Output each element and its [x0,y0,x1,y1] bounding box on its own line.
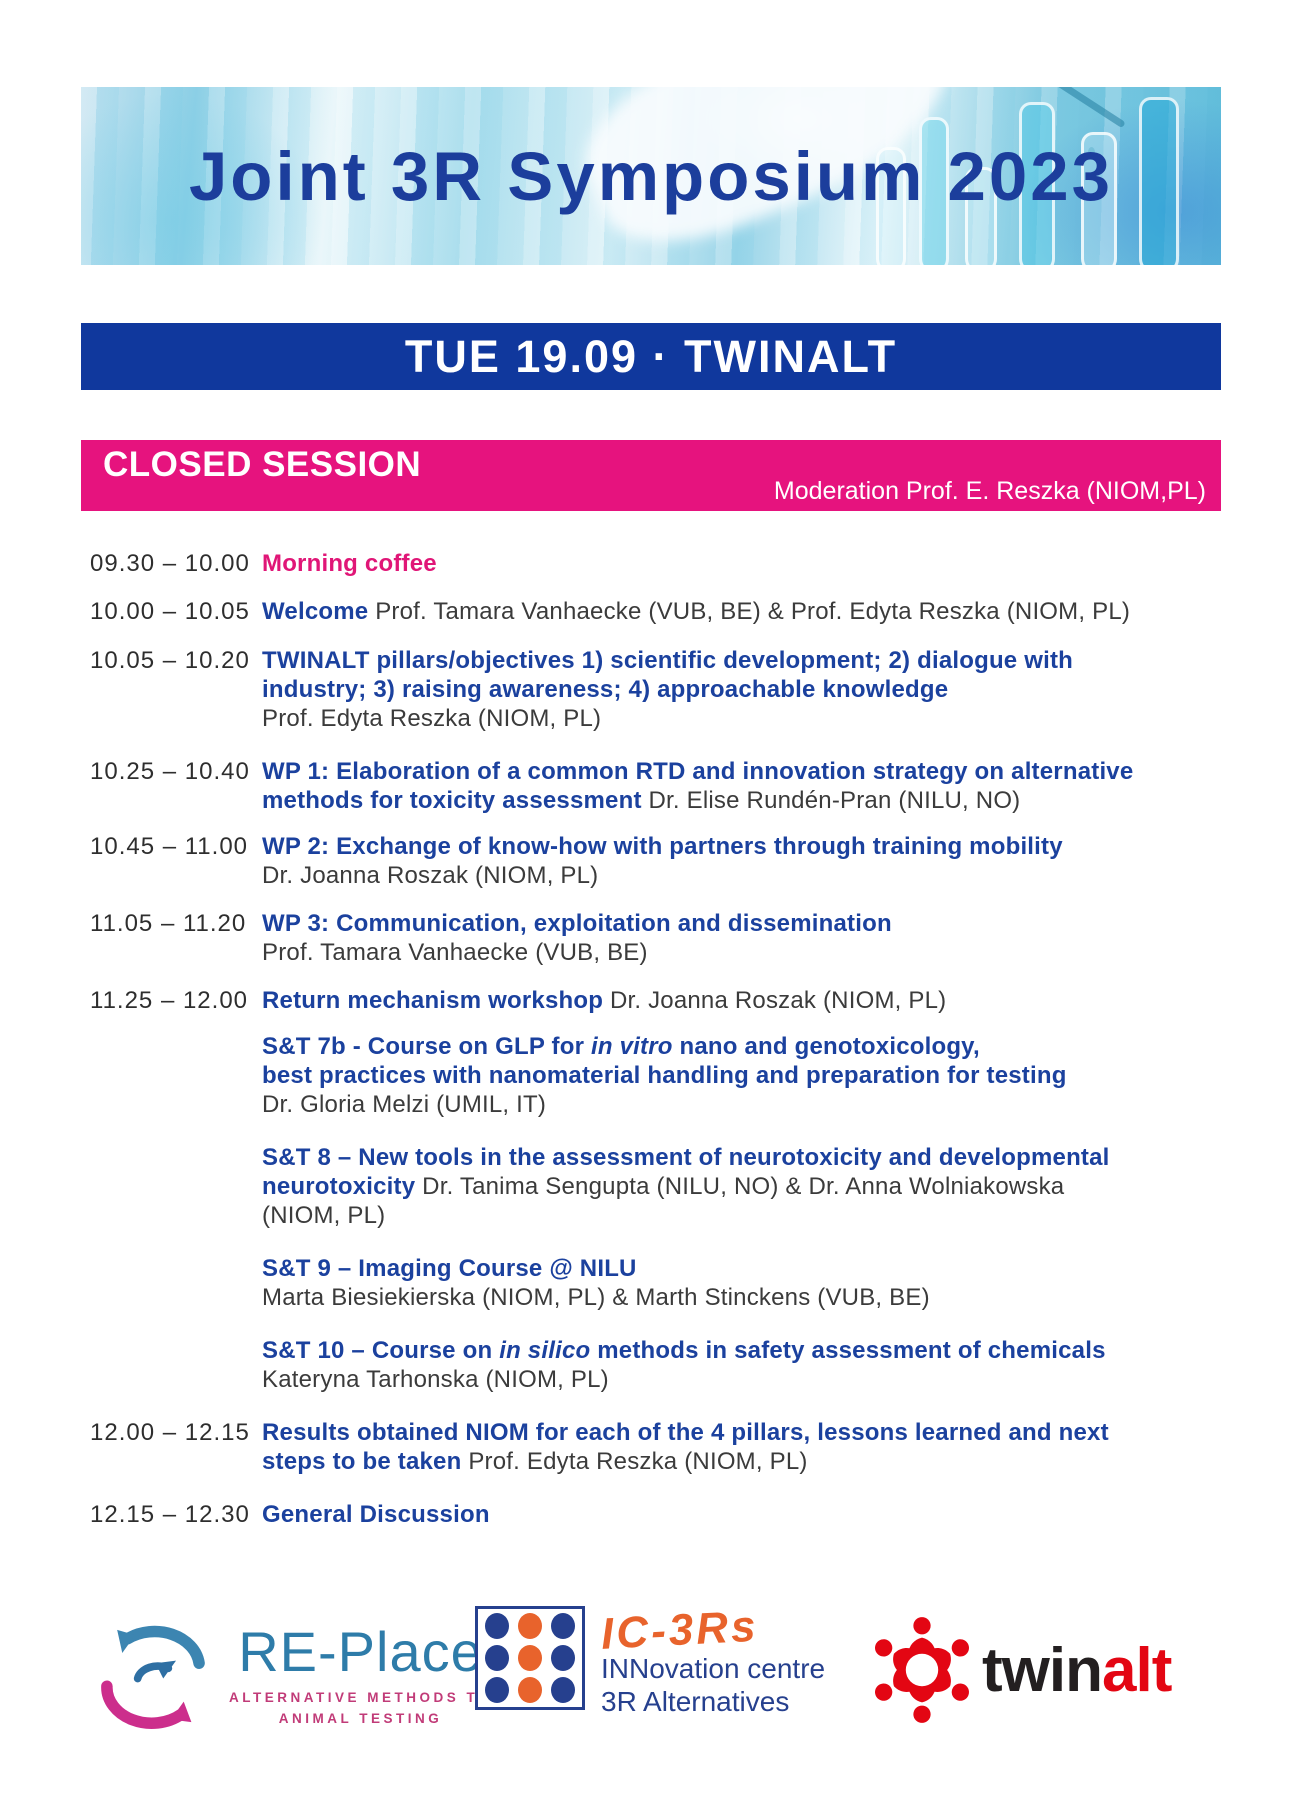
test-tube-shape [965,167,997,265]
test-tube-shape [876,147,906,265]
schedule-row: 11.05 – 11.20 WP 3: Communication, explo… [81,909,1221,967]
ic3rs-subtitle-line1: INNovation centre [601,1653,826,1684]
session-time: 10.00 – 10.05 [90,598,250,625]
ic3rs-dot [485,1677,509,1703]
ic3rs-dot [551,1677,575,1703]
schedule-row: 11.25 – 12.00 Return mechanism workshop … [81,986,1221,1015]
session-title: S&T 9 – Imaging Course @ NILU [262,1255,637,1282]
droplet-icon [1088,147,1095,158]
session-speaker: Dr. Elise Rundén-Pran (NILU, NO) [641,787,1021,814]
ic3rs-dot [518,1613,542,1639]
schedule-row: 12.15 – 12.30 General Discussion [81,1500,1221,1529]
schedule-row: 10.05 – 10.20 TWINALT pillars/objectives… [81,646,1221,733]
session-title-italic: in silico [499,1337,591,1364]
session-title: WP 1: Elaboration of a common RTD and in… [262,758,1134,785]
ic3rs-dots-icon [475,1606,585,1710]
schedule-row: 09.30 – 10.00 Morning coffee [81,549,1221,578]
session-time [81,1336,262,1394]
twinalt-logo: twinalt [868,1614,1172,1726]
session-banner: CLOSED SESSION Moderation Prof. E. Reszk… [81,440,1221,511]
schedule-row: 12.00 – 12.15 Results obtained NIOM for … [81,1418,1221,1476]
hero-image: Joint 3R Symposium 2023 [81,87,1221,265]
test-tube-shape [919,117,949,265]
schedule-row: S&T 10 – Course on in silico methods in … [81,1336,1221,1394]
test-tube-shape [1019,102,1055,265]
session-title: S&T 7b - Course on GLP for [262,1033,591,1060]
ic3rs-dot [518,1677,542,1703]
ic3rs-dot [518,1645,542,1671]
schedule-row: S&T 7b - Course on GLP for in vitro nano… [81,1032,1221,1119]
ic3rs-dot [485,1613,509,1639]
day-banner-label: TUE 19.09 · TWINALT [404,330,898,382]
event-title: Joint 3R Symposium 2023 [188,138,1114,215]
session-title: nano and genotoxicology, [672,1033,980,1060]
session-title: WP 2: Exchange of know-how with partners… [262,833,1063,860]
replace-swirl-icon [101,1625,205,1729]
session-title: industry; 3) raising awareness; 4) appro… [262,676,949,703]
session-title: methods in safety assessment of chemical… [590,1337,1106,1364]
session-speaker: Prof. Tamara Vanhaecke (VUB, BE) [262,939,648,966]
session-time: 11.05 – 11.20 [90,910,247,937]
session-title-italic: in vitro [590,1033,673,1060]
session-time: 10.05 – 10.20 [90,647,250,674]
session-speaker: Dr. Tanima Sengupta (NILU, NO) & Dr. Ann… [415,1173,1065,1200]
session-title: Welcome [262,598,369,625]
ic3rs-logo: IC-3Rs INNovation centre 3R Alternatives [475,1602,826,1718]
session-title: best practices with nanomaterial handlin… [262,1062,1067,1089]
replace-tagline: ALTERNATIVE METHODS TO ANIMAL TESTING [229,1690,493,1726]
session-title: neurotoxicity [262,1173,416,1200]
session-time [81,1032,262,1119]
session-title: WP 3: Communication, exploitation and di… [262,910,892,937]
ic3rs-dot [485,1645,509,1671]
replace-logo: RE-Place ALTERNATIVE METHODS TO ANIMAL T… [89,1612,492,1740]
twinalt-emblem-icon [875,1617,969,1723]
schedule: 09.30 – 10.00 Morning coffee 10.00 – 10.… [81,549,1221,1549]
schedule-row: 10.25 – 10.40 WP 1: Elaboration of a com… [81,757,1221,815]
ic3rs-wordmark: IC-3Rs [599,1601,760,1659]
session-banner-title: CLOSED SESSION [103,445,422,484]
session-time [81,1254,262,1312]
ic3rs-dot [551,1645,575,1671]
session-speaker: Prof. Edyta Reszka (NIOM, PL) [461,1448,808,1475]
session-speaker: Prof. Edyta Reszka (NIOM, PL) [262,705,602,732]
day-banner: TUE 19.09 · TWINALT [81,323,1221,390]
session-title: TWINALT pillars/objectives 1) scientific… [262,647,1074,674]
schedule-row: S&T 9 – Imaging Course @ NILU Marta Bies… [81,1254,1221,1312]
session-time: 10.45 – 11.00 [90,833,249,860]
test-tube-shape [1081,132,1117,265]
ic3rs-dot [551,1613,575,1639]
session-moderation: Moderation Prof. E. Reszka (NIOM,PL) [773,477,1206,505]
test-tube-shape [1139,97,1179,265]
session-title: S&T 8 – New tools in the assessment of n… [262,1144,1110,1171]
ic3rs-subtitle-line2: 3R Alternatives [601,1686,790,1717]
schedule-row: 10.00 – 10.05 Welcome Prof. Tamara Vanha… [81,597,1221,626]
session-speaker: (NIOM, PL) [262,1202,386,1229]
session-speaker: Dr. Gloria Melzi (UMIL, IT) [262,1091,547,1118]
twinalt-wordmark: twinalt [982,1635,1172,1705]
session-title: Return mechanism workshop [262,987,604,1014]
session-title: Results obtained NIOM for each of the 4 … [262,1419,1109,1446]
session-title: Morning coffee [262,550,437,577]
schedule-row: 10.45 – 11.00 WP 2: Exchange of know-how… [81,832,1221,890]
session-time: 12.15 – 12.30 [90,1501,250,1528]
session-speaker: Marta Biesiekierska (NIOM, PL) & Marth S… [262,1284,930,1311]
session-speaker: Dr. Joanna Roszak (NIOM, PL) [262,862,599,889]
pipette-icon [996,87,1126,129]
session-title: General Discussion [262,1501,490,1528]
footer-logos: RE-Place ALTERNATIVE METHODS TO ANIMAL T… [81,1598,1221,1798]
session-speaker: Dr. Joanna Roszak (NIOM, PL) [603,987,947,1014]
replace-wordmark: RE-Place [238,1620,483,1683]
session-time: 12.00 – 12.15 [90,1419,250,1446]
session-time: 10.25 – 10.40 [90,758,250,785]
session-title: S&T 10 – Course on [262,1337,500,1364]
schedule-row: S&T 8 – New tools in the assessment of n… [81,1143,1221,1230]
session-time: 09.30 – 10.00 [90,550,250,577]
session-time [81,1143,262,1230]
session-speaker: Kateryna Tarhonska (NIOM, PL) [262,1366,609,1393]
session-speaker: Prof. Tamara Vanhaecke (VUB, BE) & Prof.… [368,598,1131,625]
session-title: methods for toxicity assessment [262,787,642,814]
session-title: steps to be taken [262,1448,462,1475]
session-time: 11.25 – 12.00 [90,987,249,1014]
